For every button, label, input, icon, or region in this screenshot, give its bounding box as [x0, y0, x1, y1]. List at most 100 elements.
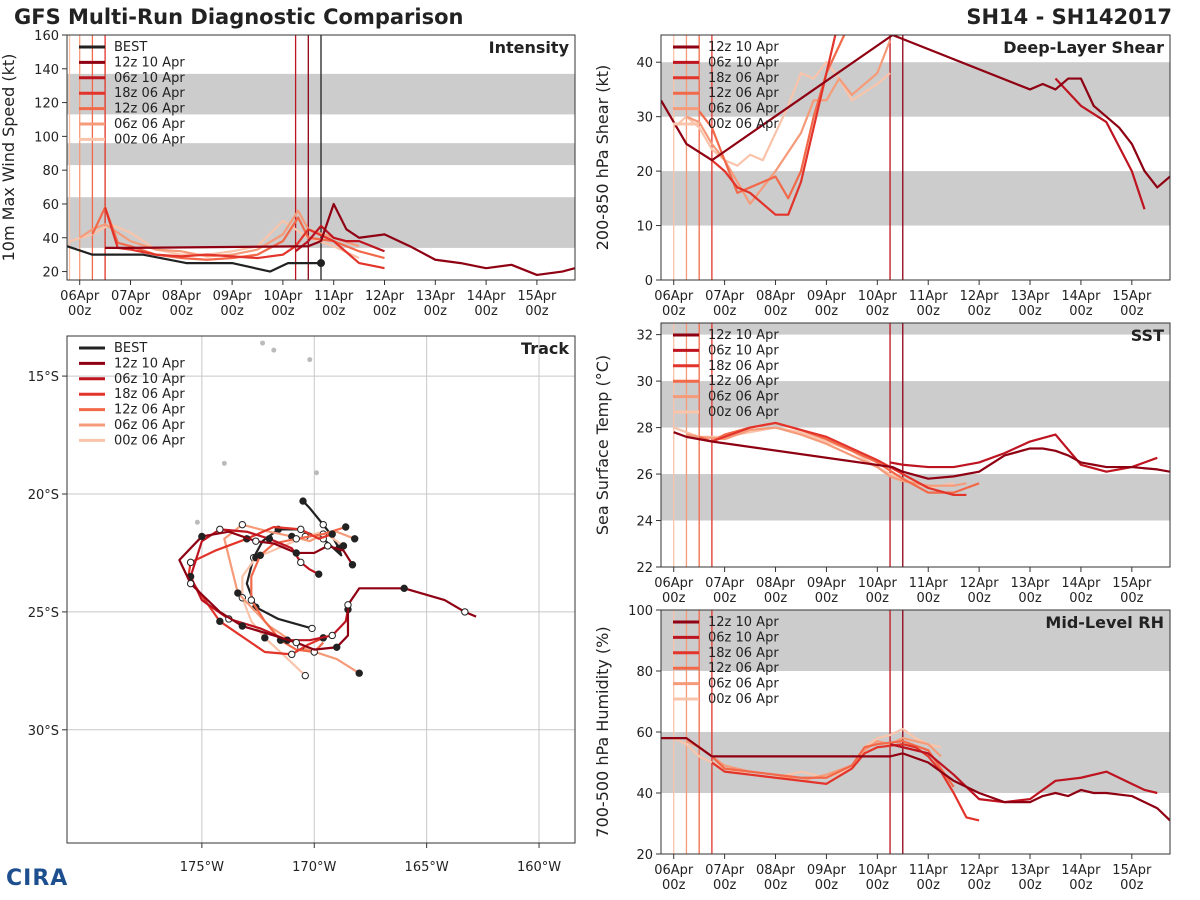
y-tick-label: 40 — [636, 56, 653, 71]
y-tick-label: 24 — [636, 515, 653, 530]
x-tick-label: 14Apr — [1061, 289, 1101, 304]
series-line-06z-06-apr — [686, 40, 892, 205]
panel-title: Deep-Layer Shear — [1003, 38, 1164, 57]
x-tick-label: 06Apr — [654, 863, 694, 878]
x-tick-label: 00z — [713, 591, 737, 606]
x-tick-label: 00z — [662, 304, 686, 319]
x-tick-label: 06Apr — [60, 289, 100, 304]
legend-label: 06z 10 Apr — [114, 71, 185, 86]
track-position-marker — [238, 622, 247, 630]
x-tick-label: 00z — [764, 878, 788, 893]
series-line-12z-10-apr — [661, 736, 1170, 822]
y-tick-label: 100 — [34, 130, 59, 145]
cira-logo: CIRA — [6, 866, 68, 891]
track-position-marker — [342, 523, 350, 531]
x-tick-label: 14Apr — [1061, 576, 1101, 591]
series-line-12z-10-apr — [661, 35, 1170, 189]
y-tick-label: 20 — [636, 165, 653, 180]
track-position-marker — [216, 525, 224, 534]
y-tick-label: 30°S — [28, 724, 59, 739]
series-line-18z-06-apr — [104, 207, 385, 270]
series-line-18z-06-apr — [711, 421, 967, 497]
series-line-06z-10-apr — [294, 224, 385, 253]
track-position-marker — [319, 520, 327, 529]
track-position-marker — [292, 638, 300, 647]
series-group — [661, 35, 1170, 216]
track-line-best — [245, 500, 343, 630]
legend-label: 06z 06 Apr — [708, 390, 779, 405]
x-tick-label: 00z — [815, 304, 839, 319]
x-tick-label: 07Apr — [111, 289, 151, 304]
x-tick-label: 00z — [866, 878, 890, 893]
axes-frame — [66, 335, 576, 844]
y-tick-label: 140 — [34, 63, 59, 78]
legend-label: BEST — [114, 341, 147, 356]
x-tick-label: 09Apr — [213, 289, 253, 304]
series-line-06z-10-apr — [889, 433, 1158, 473]
x-tick-label: 11Apr — [314, 289, 354, 304]
legend-label: 18z 06 Apr — [708, 71, 779, 86]
y-tick-label: 10 — [636, 220, 653, 235]
x-tick-label: 00z — [525, 304, 549, 319]
panel-sst: 22242628303206Apr00z07Apr00z08Apr00z09Ap… — [593, 322, 1171, 606]
x-tick-label: 14Apr — [467, 289, 507, 304]
x-tick-label: 08Apr — [162, 289, 202, 304]
y-tick-label: 32 — [636, 329, 653, 344]
series-line-06z-10-apr — [1054, 77, 1146, 210]
y-tick-label: 28 — [636, 422, 653, 437]
series-group — [67, 202, 575, 277]
x-tick-label: 00z — [424, 304, 448, 319]
series-line-best — [67, 245, 321, 273]
y-tick-label: 30 — [636, 111, 653, 126]
x-tick-label: 00z — [917, 878, 941, 893]
legend-label: 18z 06 Apr — [708, 359, 779, 374]
x-tick-label: 11Apr — [909, 863, 949, 878]
shade-band — [661, 171, 1170, 226]
x-tick-label: 12Apr — [365, 289, 405, 304]
track-position-marker — [297, 525, 305, 534]
track-position-marker — [297, 558, 305, 567]
x-tick-label: 06Apr — [654, 576, 694, 591]
island-shape — [314, 470, 320, 476]
y-tick-label: 80 — [636, 665, 653, 680]
track-position-marker — [328, 530, 336, 538]
legend-label: 00z 06 Apr — [708, 117, 779, 132]
x-tick-label: 15Apr — [1112, 289, 1152, 304]
track-position-marker — [292, 549, 300, 557]
x-tick-label: 08Apr — [756, 289, 796, 304]
x-tick-label: 07Apr — [705, 289, 745, 304]
y-tick-label: 25°S — [28, 606, 59, 621]
y-tick-label: 22 — [636, 561, 653, 576]
track-position-marker — [328, 631, 336, 640]
y-axis-label: Sea Surface Temp (°C) — [593, 355, 612, 535]
track-position-marker — [247, 596, 256, 604]
y-axis-label: 10m Max Wind Speed (kt) — [0, 54, 18, 262]
panel-title: Track — [521, 339, 569, 358]
track-position-marker — [351, 535, 359, 543]
y-tick-label: 120 — [34, 97, 59, 112]
x-tick-label: 09Apr — [807, 576, 847, 591]
x-tick-label: 13Apr — [1011, 863, 1051, 878]
track-position-marker — [315, 570, 323, 578]
x-tick-label: 10Apr — [263, 289, 303, 304]
legend-label: 12z 10 Apr — [708, 40, 779, 55]
track-position-marker — [308, 624, 316, 633]
x-tick-label: 00z — [967, 878, 991, 893]
legend-label: 06z 06 Apr — [114, 418, 185, 433]
legend-label: BEST — [114, 40, 147, 55]
panel-intensity: 2040608010012014016006Apr00z07Apr00z08Ap… — [0, 29, 576, 319]
x-tick-label: 170°W — [292, 860, 336, 875]
y-tick-label: 100 — [628, 604, 653, 619]
track-position-marker — [216, 617, 224, 626]
x-tick-label: 12Apr — [960, 576, 1000, 591]
legend-label: 06z 06 Apr — [708, 677, 779, 692]
legend-label: 06z 06 Apr — [708, 102, 779, 117]
x-tick-label: 07Apr — [705, 576, 745, 591]
y-axis-label: 700-500 hPa Humidity (%) — [593, 626, 612, 837]
x-tick-label: 00z — [967, 591, 991, 606]
panel-title: SST — [1131, 326, 1164, 345]
x-tick-label: 00z — [1018, 878, 1042, 893]
x-tick-label: 00z — [1069, 304, 1093, 319]
x-tick-label: 00z — [866, 591, 890, 606]
